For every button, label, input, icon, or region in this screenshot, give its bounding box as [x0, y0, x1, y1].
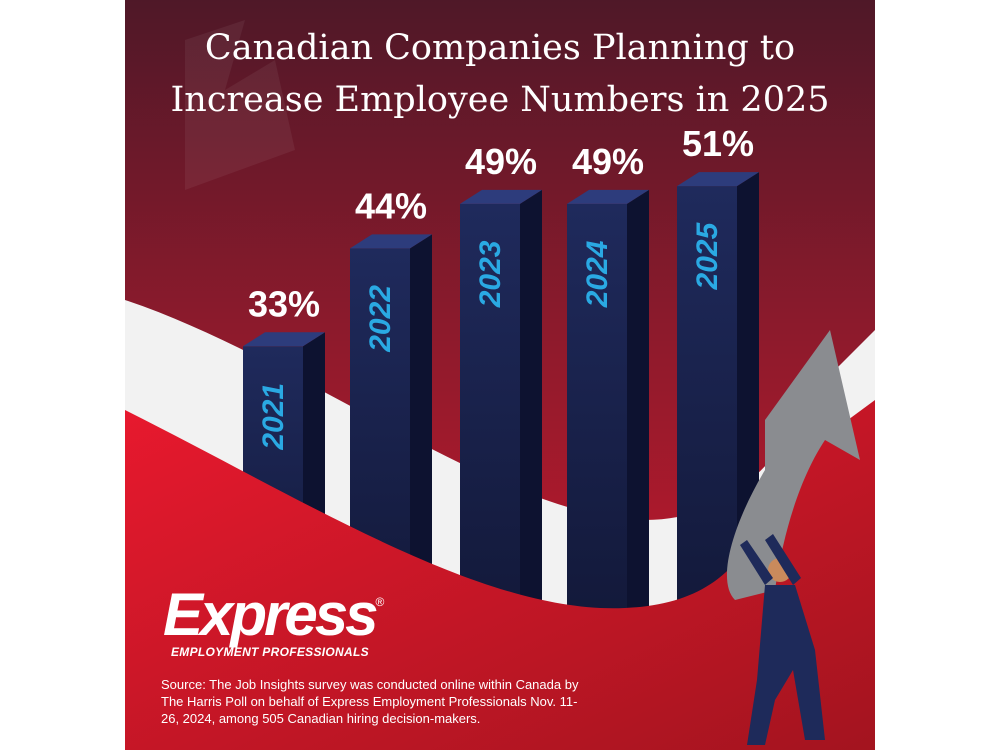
bar	[677, 186, 737, 640]
source-note: Source: The Job Insights survey was cond…	[161, 677, 579, 726]
x-tick-label: 2025	[691, 221, 724, 290]
arrow	[726, 330, 860, 600]
labels: 33% 2021 44% 2022 49% 2023 49% 2024 51% 2025	[248, 123, 754, 451]
cloth	[125, 400, 875, 750]
value-label: 49%	[465, 141, 537, 182]
logo-name: Express	[163, 581, 378, 648]
maple-leaf	[185, 20, 295, 190]
bar-top	[243, 332, 325, 347]
logo-mark: ®	[375, 595, 385, 609]
bar-side	[627, 189, 649, 640]
bar-top	[350, 234, 432, 249]
bar-side	[520, 189, 542, 640]
value-label: 44%	[355, 185, 427, 226]
x-tick-label: 2021	[257, 383, 290, 451]
bar	[567, 203, 627, 640]
chart-title: Canadian Companies Planning to Increase …	[170, 28, 830, 120]
logo-tagline: EMPLOYMENT PROFESSIONALS	[171, 645, 369, 659]
infographic: 33% 2021 44% 2022 49% 2023 49% 2024 51% 2025 Cana…	[125, 0, 875, 750]
logo: Express® EMPLOYMENT PROFESSIONALS	[163, 585, 385, 660]
value-label: 49%	[572, 141, 644, 182]
bar	[460, 203, 520, 640]
bar-top	[567, 189, 649, 204]
value-label: 33%	[248, 283, 320, 324]
value-label: 51%	[682, 123, 754, 164]
bar-top	[677, 172, 759, 187]
bar-top	[460, 189, 542, 204]
x-tick-label: 2024	[581, 240, 614, 308]
person	[740, 534, 825, 745]
x-tick-label: 2023	[474, 240, 507, 308]
chart: 33% 2021 44% 2022 49% 2023 49% 2024 51% 2025	[125, 0, 875, 750]
x-tick-label: 2022	[364, 285, 397, 353]
bar-side	[410, 234, 432, 640]
